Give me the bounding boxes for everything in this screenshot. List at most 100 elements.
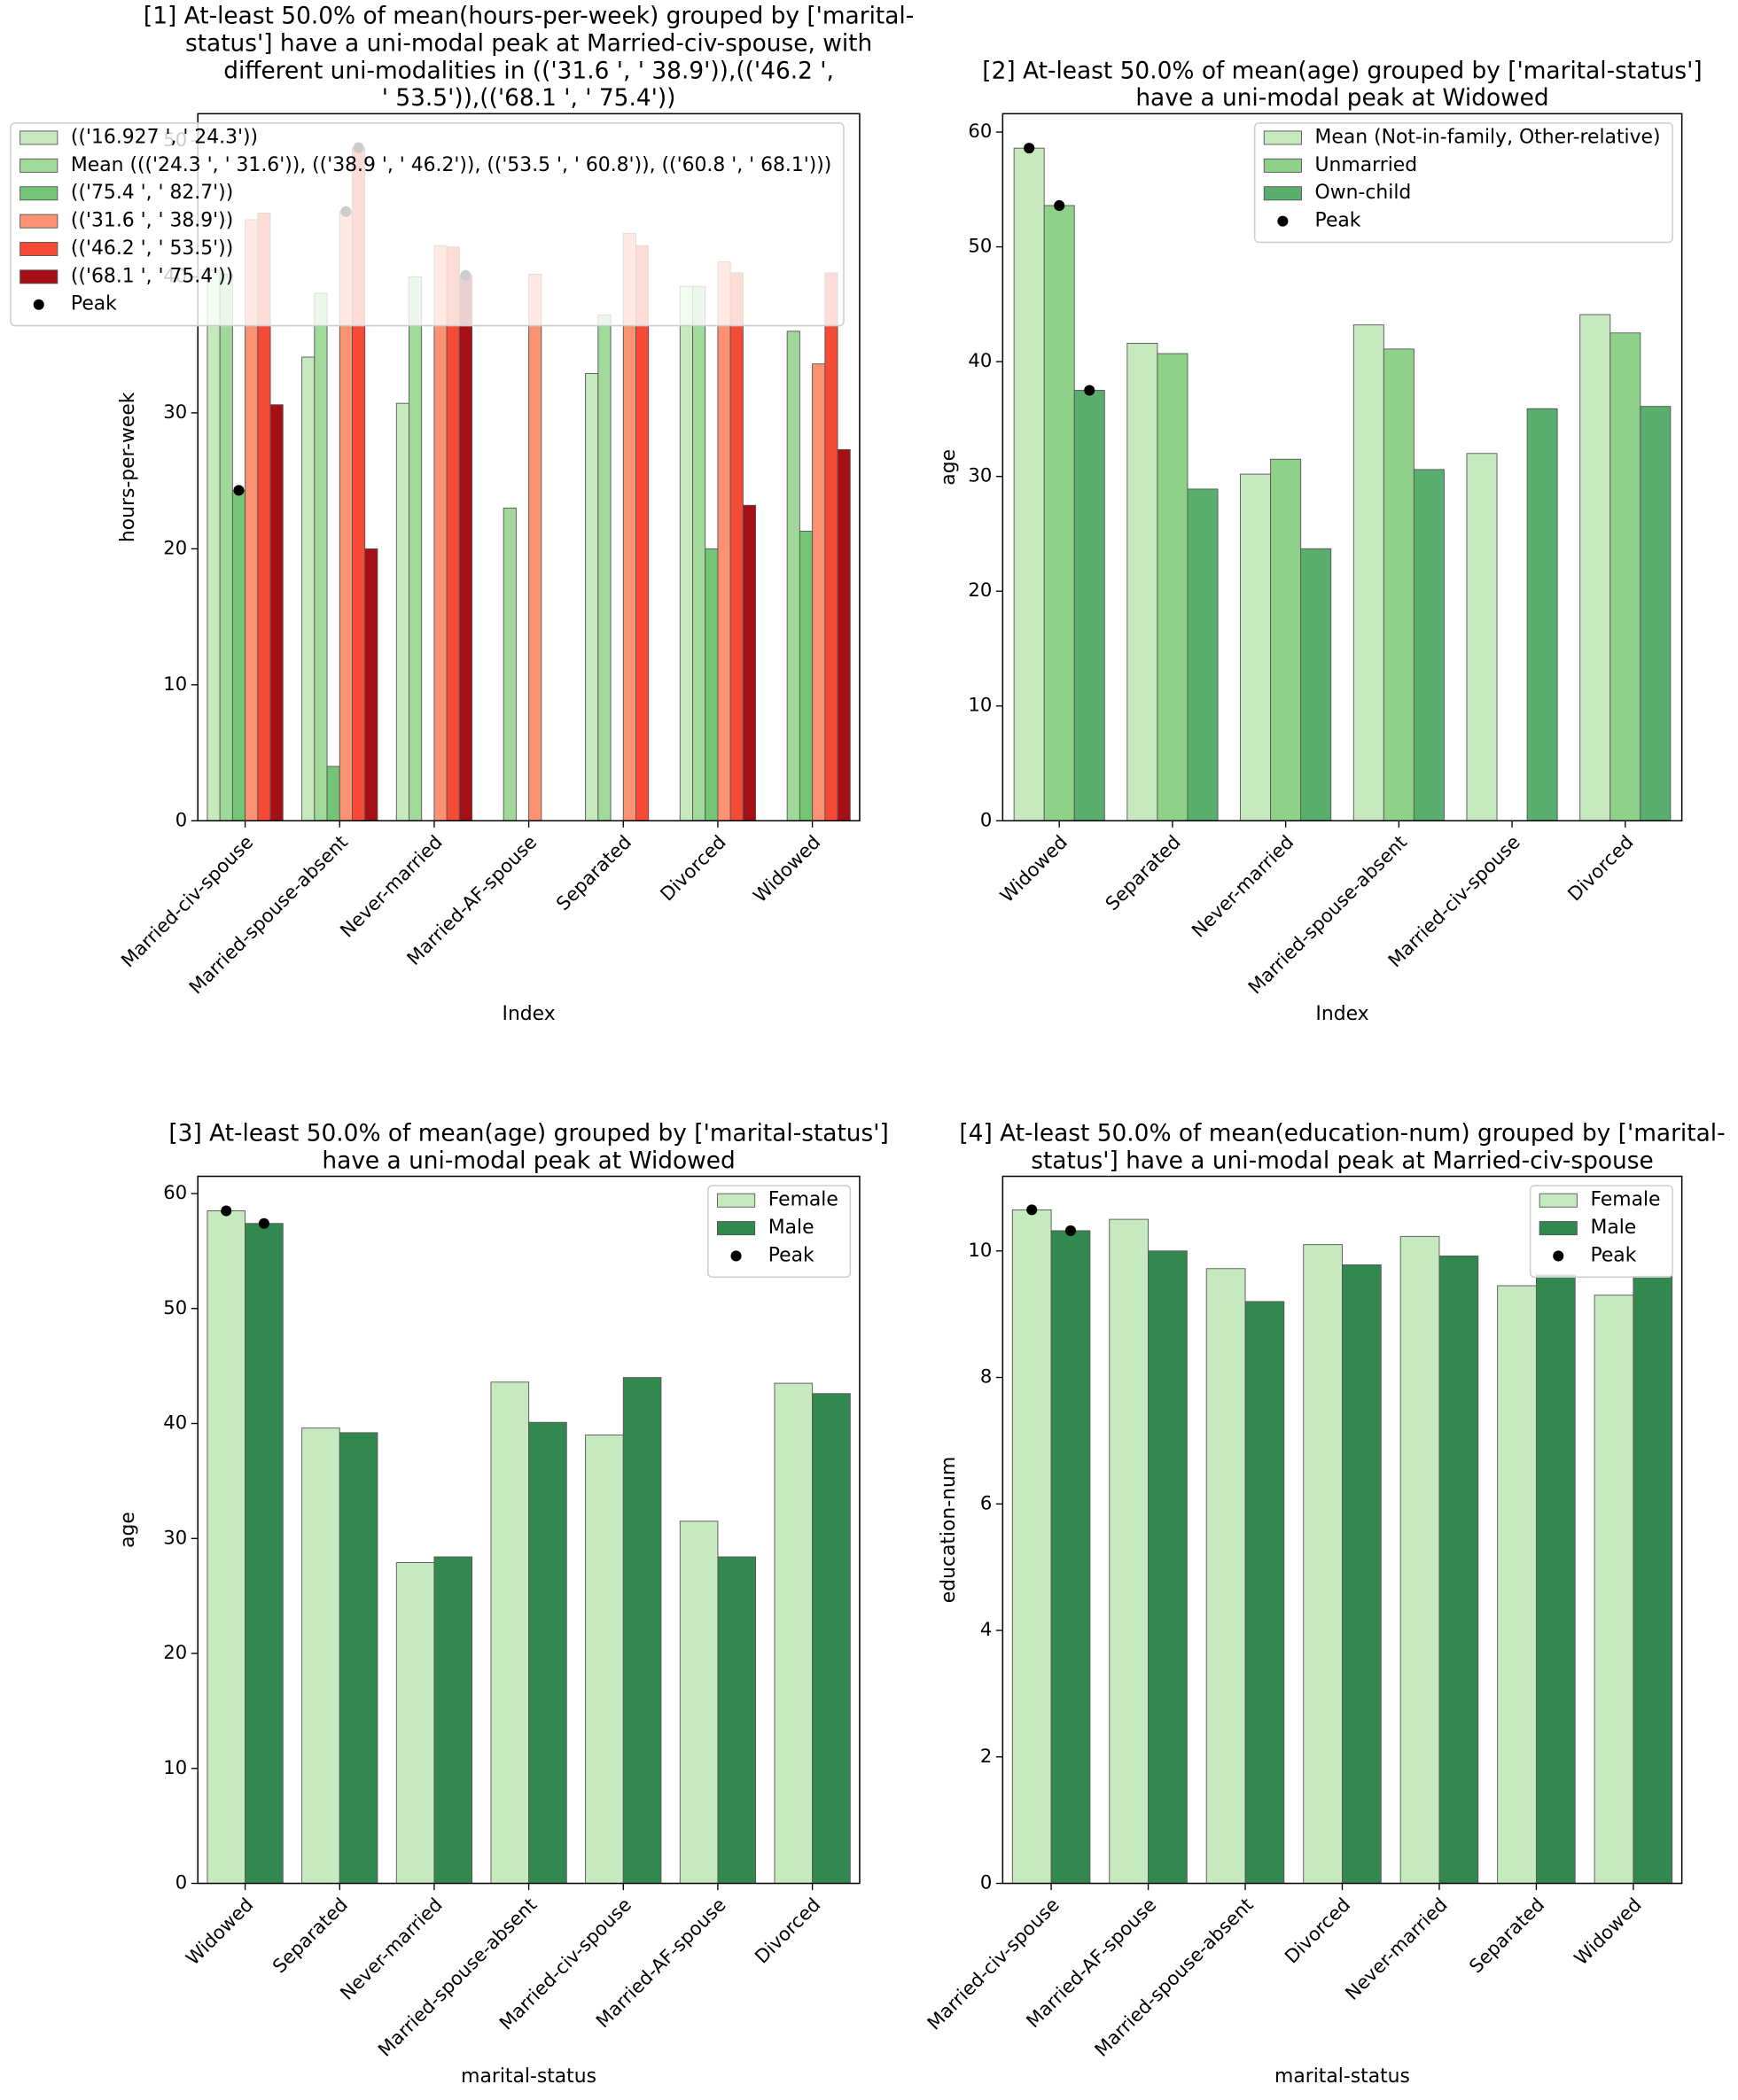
bar bbox=[1270, 458, 1302, 821]
y-tick-label: 0 bbox=[980, 1871, 992, 1894]
y-axis-label: education-num bbox=[938, 1457, 960, 1603]
y-tick-label: 0 bbox=[980, 808, 992, 830]
bar bbox=[490, 1381, 530, 1884]
legend-box bbox=[707, 1185, 852, 1279]
bar bbox=[824, 272, 838, 821]
y-tick-label: 20 bbox=[163, 1641, 187, 1663]
y-tick-label: 30 bbox=[163, 1526, 187, 1548]
y-axis-label: age bbox=[938, 449, 960, 486]
bar bbox=[717, 1556, 757, 1884]
legend-label: (('75.4 ', ' 82.7')) bbox=[71, 182, 233, 204]
bar bbox=[799, 530, 814, 821]
x-axis-label: Index bbox=[503, 1003, 556, 1025]
bar bbox=[1011, 1209, 1052, 1884]
legend-marker bbox=[1277, 215, 1289, 227]
bar bbox=[1497, 1285, 1537, 1884]
bar bbox=[301, 1427, 340, 1884]
legend: (('16.927 ', ' 24.3')) Mean ((('24.3 ', '… bbox=[10, 122, 845, 327]
y-tick-label: 40 bbox=[968, 349, 992, 371]
legend-label: (('68.1 ', ' 75.4')) bbox=[71, 265, 233, 287]
bar bbox=[503, 507, 517, 821]
bar bbox=[528, 1421, 567, 1884]
bar bbox=[1050, 1230, 1091, 1884]
legend-swatch bbox=[716, 1221, 756, 1236]
bar bbox=[207, 1210, 246, 1884]
bar bbox=[1466, 453, 1498, 821]
bar bbox=[1594, 1295, 1634, 1884]
bar bbox=[1633, 1275, 1673, 1884]
bar bbox=[717, 261, 731, 821]
legend-label: Mean ((('24.3 ', ' 31.6')), (('38.9 ', '… bbox=[71, 154, 831, 176]
legend-label: Female bbox=[768, 1189, 838, 1211]
legend-label: Own-child bbox=[1315, 182, 1412, 204]
legend: Mean (Not-in-family, Other-relative) Unma… bbox=[1253, 122, 1673, 244]
y-tick-label: 8 bbox=[980, 1365, 992, 1388]
legend-label: (('16.927 ', ' 24.3')) bbox=[71, 126, 258, 148]
peak-marker bbox=[1026, 1204, 1038, 1216]
y-tick-label: 20 bbox=[163, 536, 187, 558]
legend-label: Mean (Not-in-family, Other-relative) bbox=[1315, 126, 1661, 148]
bar bbox=[812, 363, 826, 821]
chart-title: [2] At-least 50.0% of mean(age) grouped … bbox=[982, 58, 1702, 84]
bar bbox=[729, 272, 744, 821]
bar bbox=[1413, 469, 1445, 821]
y-tick-label: 20 bbox=[968, 579, 992, 601]
peak-marker bbox=[1054, 199, 1065, 211]
bar bbox=[1640, 406, 1672, 821]
legend-label: Peak bbox=[768, 1244, 814, 1266]
bar bbox=[364, 548, 378, 821]
legend-swatch bbox=[1263, 186, 1302, 201]
bar bbox=[433, 245, 448, 821]
bar bbox=[692, 285, 706, 821]
bar bbox=[1187, 488, 1219, 821]
y-axis-label: age bbox=[117, 1512, 139, 1548]
bar bbox=[1148, 1250, 1188, 1884]
y-tick-label: 0 bbox=[175, 1871, 187, 1894]
legend-label: Peak bbox=[71, 293, 117, 315]
chart-title: status'] have a uni-modal peak at Marrie… bbox=[1031, 1147, 1654, 1174]
legend-swatch bbox=[19, 269, 58, 284]
legend-swatch bbox=[1539, 1221, 1578, 1236]
x-axis-label: marital-status bbox=[1274, 2065, 1410, 2088]
bar bbox=[433, 1556, 473, 1884]
legend-label: Unmarried bbox=[1315, 154, 1418, 176]
bar bbox=[314, 292, 328, 821]
legend-marker bbox=[33, 299, 44, 310]
legend-label: Peak bbox=[1590, 1244, 1636, 1266]
peak-marker bbox=[1024, 143, 1035, 154]
bar bbox=[245, 1223, 284, 1884]
bar bbox=[597, 314, 612, 821]
bar bbox=[1043, 205, 1075, 821]
bar bbox=[705, 548, 719, 821]
x-axis-label: marital-status bbox=[461, 2065, 596, 2088]
peak-marker bbox=[221, 1205, 232, 1217]
bar bbox=[1399, 1235, 1440, 1884]
bar bbox=[622, 1377, 662, 1884]
legend-label: (('31.6 ', ' 38.9')) bbox=[71, 210, 233, 232]
peak-marker bbox=[1084, 385, 1095, 396]
bar bbox=[585, 1435, 624, 1884]
axes-frame bbox=[197, 113, 861, 822]
bar bbox=[219, 273, 233, 821]
bar bbox=[1244, 1301, 1285, 1884]
bar bbox=[742, 504, 757, 821]
bar bbox=[679, 1521, 719, 1884]
bar bbox=[269, 404, 284, 821]
chart-title: [4] At-least 50.0% of mean(education-num… bbox=[959, 1121, 1725, 1147]
bar bbox=[446, 246, 460, 821]
legend-swatch bbox=[1263, 158, 1302, 173]
x-axis-label: Index bbox=[1315, 1003, 1368, 1025]
bar bbox=[774, 1382, 814, 1884]
bar bbox=[635, 245, 650, 821]
legend: Female Male Peak bbox=[1529, 1185, 1673, 1279]
chart-title: have a uni-modal peak at Widowed bbox=[1135, 85, 1548, 112]
bar bbox=[339, 1432, 378, 1884]
bar bbox=[1126, 342, 1158, 821]
legend-swatch bbox=[19, 186, 58, 201]
bar bbox=[301, 356, 316, 821]
legend-marker bbox=[730, 1250, 742, 1262]
bar bbox=[1609, 332, 1641, 821]
bar bbox=[812, 1393, 851, 1884]
peak-marker bbox=[233, 485, 245, 496]
